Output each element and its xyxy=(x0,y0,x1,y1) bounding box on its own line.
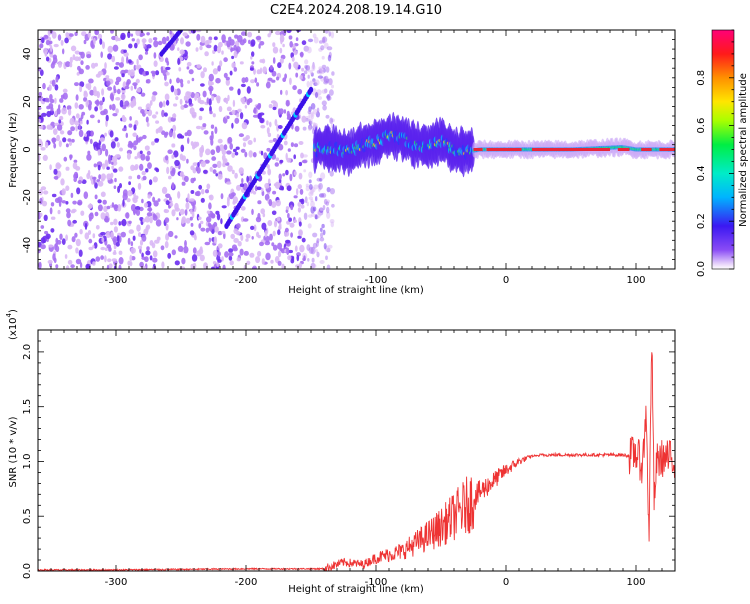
colorbar-tick-label: 0.6 xyxy=(696,118,707,134)
spectrogram-ytick-label: 20 xyxy=(22,95,33,108)
snr-frame xyxy=(37,329,676,572)
snr-xtick-label: -200 xyxy=(235,577,258,588)
snr-ylabel: SNR (10 * v/v) xyxy=(8,416,19,487)
spectrogram-signal-band xyxy=(312,111,675,178)
spectrogram-ylabel: Frequency (Hz) xyxy=(8,112,19,188)
colorbar-tick-label: 0.8 xyxy=(696,70,707,86)
colorbar: 0.0 0.2 0.4 0.6 0.8 Normalized spectral ampl… xyxy=(696,29,749,277)
snr-panel: -300 -200 -100 0 100 0.0 0.5 1.0 1.5 2.0 Height o… xyxy=(5,309,676,595)
snr-ytick-label: 0.5 xyxy=(22,508,33,524)
spectrogram-ytick-label: -20 xyxy=(22,189,33,205)
spectrogram-xtick-label: -200 xyxy=(235,275,258,286)
spectrogram-ytick-label: 40 xyxy=(22,48,33,61)
snr-xtick-label: 0 xyxy=(503,577,509,588)
snr-ytick-label: 0.0 xyxy=(22,563,33,579)
colorbar-tick-label: 0.4 xyxy=(696,165,707,181)
snr-ytick-label: 2.0 xyxy=(22,344,33,360)
spectrogram-ytick-label: 0 xyxy=(22,146,33,152)
spectrogram-xtick-label: -300 xyxy=(105,275,128,286)
snr-xtick-label: 100 xyxy=(626,577,645,588)
snr-xlabel: Height of straight line (km) xyxy=(288,584,424,595)
colorbar-tick-label: 0.0 xyxy=(696,261,707,277)
snr-xtick-label: -300 xyxy=(105,577,128,588)
spectrogram-peak-segment xyxy=(617,148,630,151)
snr-xtick-label: -100 xyxy=(365,577,388,588)
snr-multiplier: (x104) xyxy=(5,309,19,340)
spectrogram-peak-segment xyxy=(473,148,483,151)
spectrogram-peak-segment xyxy=(641,148,652,151)
colorbar-label: Normalized spectral amplitude xyxy=(738,73,749,227)
colorbar-tick-label: 0.2 xyxy=(696,213,707,229)
spectrogram-noise xyxy=(38,30,335,269)
chart-title: C2E4.2024.208.19.14.G10 xyxy=(270,3,442,18)
spectrogram-xtick-label: 100 xyxy=(626,275,645,286)
spectrogram-diagonal-track xyxy=(159,30,314,229)
snr-ytick-label: 1.0 xyxy=(22,454,33,470)
colorbar-gradient xyxy=(711,29,735,270)
spectrogram-xtick-label: -100 xyxy=(365,275,388,286)
spectrogram-xlabel: Height of straight line (km) xyxy=(288,285,424,296)
spectrogram-peak-segment xyxy=(659,148,675,151)
snr-series-line xyxy=(38,352,675,571)
snr-ytick-label: 1.5 xyxy=(22,399,33,415)
spectrogram-ytick-label: -40 xyxy=(22,237,33,253)
spectrogram-peak-segment xyxy=(532,148,610,151)
spectrogram-frame xyxy=(37,29,676,270)
spectrogram-peak-segment xyxy=(486,148,522,151)
spectrogram-xtick-label: 0 xyxy=(503,275,509,286)
